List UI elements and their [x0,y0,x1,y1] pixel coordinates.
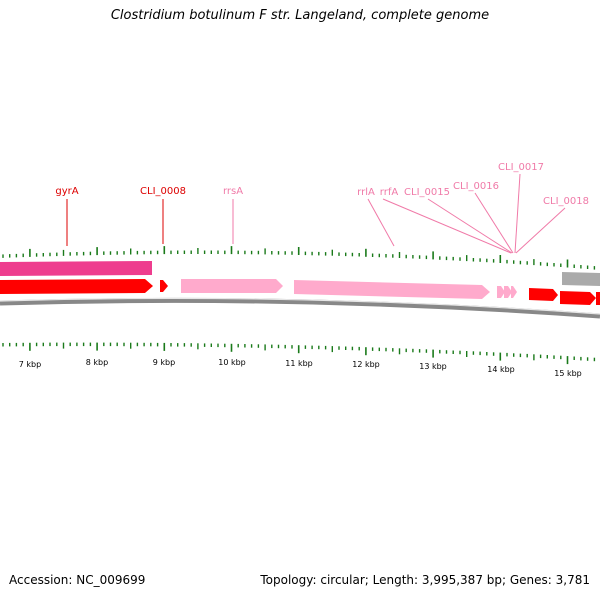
tick-marks-outer [2,246,596,270]
accession-label: Accession: NC_009699 [9,573,146,587]
kbp-label: 8 kbp [86,358,108,367]
gene-label-CLI_0015[interactable]: CLI_0015 [404,187,450,198]
map-title: Clostridium botulinum F str. Langeland, … [110,8,490,23]
gene-label-CLI_0008[interactable]: CLI_0008 [140,186,186,197]
gene-rrfA-arrow[interactable] [497,286,505,298]
gene-label-rrsA[interactable]: rrsA [223,186,243,197]
gene-label-rrfA[interactable]: rrfA [380,187,399,198]
kbp-label: 7 kbp [19,360,41,369]
kbp-label: 14 kbp [487,365,515,374]
gene-gyrA-arrow[interactable] [0,279,153,294]
feature-magenta-bar [0,261,152,276]
gene-CLI_0018-arrow[interactable] [560,291,596,305]
gene-label-rrlA[interactable]: rrlA [357,187,375,198]
kbp-label: 10 kbp [218,358,246,367]
gene-rrsA-arrow[interactable] [181,279,283,293]
kbp-label: 15 kbp [554,369,582,378]
gene-label-CLI_0018[interactable]: CLI_0018 [543,196,589,207]
gene-next-arrow[interactable] [596,292,600,305]
gene-label-gyrA[interactable]: gyrA [55,186,78,197]
label-leader-lines [66,173,566,254]
genome-backbone [0,297,600,319]
kbp-label: 9 kbp [153,358,175,367]
gene-label-CLI_0017[interactable]: CLI_0017 [498,162,544,173]
kbp-label: 11 kbp [285,359,313,368]
gene-CLI_0015-arrow[interactable] [504,286,512,298]
kbp-label: 13 kbp [419,362,447,371]
genome-stats-label: Topology: circular; Length: 3,995,387 bp… [260,573,590,587]
feature-gray-bar [562,272,600,286]
gene-label-CLI_0016[interactable]: CLI_0016 [453,181,499,192]
tick-marks-inner [2,342,596,365]
gene-rrlA-arrow[interactable] [294,280,490,299]
genome-backbone-highlight [0,297,600,315]
kbp-label: 12 kbp [352,360,380,369]
gene-CLI_0008-arrow[interactable] [160,280,168,292]
gene-CLI_0017-arrow[interactable] [529,288,558,301]
gene-CLI_0016-arrow[interactable] [511,286,517,298]
